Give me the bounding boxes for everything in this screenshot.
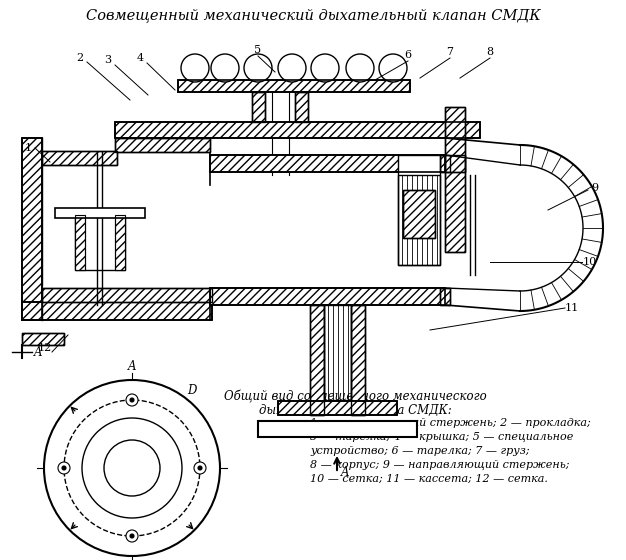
- Text: 12: 12: [38, 343, 52, 353]
- Circle shape: [211, 54, 239, 82]
- Text: A: A: [128, 360, 136, 373]
- Text: 2: 2: [76, 53, 83, 63]
- Bar: [42, 151, 117, 165]
- Text: A: A: [341, 465, 349, 478]
- Bar: [42, 288, 212, 302]
- Circle shape: [104, 440, 160, 496]
- Bar: [398, 175, 440, 265]
- Bar: [295, 92, 308, 122]
- Bar: [115, 138, 210, 152]
- Circle shape: [130, 534, 134, 538]
- Circle shape: [278, 54, 306, 82]
- Bar: [75, 215, 85, 270]
- Bar: [115, 138, 210, 152]
- Bar: [210, 155, 445, 172]
- Circle shape: [82, 418, 182, 518]
- Text: Совмещенный механический дыхательный клапан СМДК: Совмещенный механический дыхательный кла…: [86, 8, 540, 22]
- Circle shape: [181, 54, 209, 82]
- Bar: [258, 421, 417, 437]
- Text: D: D: [187, 384, 197, 396]
- Bar: [75, 215, 125, 270]
- Bar: [351, 305, 365, 415]
- Text: J: J: [182, 407, 187, 419]
- Bar: [210, 155, 445, 172]
- Bar: [115, 215, 125, 270]
- Text: 9: 9: [592, 183, 598, 193]
- Text: 4: 4: [136, 53, 143, 63]
- Text: A: A: [34, 346, 43, 358]
- Bar: [115, 122, 480, 138]
- Bar: [252, 92, 265, 122]
- Bar: [252, 92, 265, 122]
- Circle shape: [194, 462, 206, 474]
- Bar: [310, 305, 324, 415]
- Circle shape: [379, 54, 407, 82]
- Bar: [22, 302, 212, 320]
- Text: 1: 1: [24, 143, 31, 153]
- Circle shape: [244, 54, 272, 82]
- Circle shape: [130, 398, 134, 402]
- Text: дыхательного клапана СМДК:: дыхательного клапана СМДК:: [259, 404, 451, 417]
- Bar: [440, 288, 450, 305]
- Bar: [445, 107, 465, 172]
- Circle shape: [198, 466, 202, 470]
- Bar: [22, 138, 42, 320]
- Bar: [178, 80, 410, 92]
- Bar: [22, 302, 212, 320]
- Bar: [178, 80, 410, 92]
- Bar: [445, 155, 465, 252]
- Bar: [210, 288, 445, 305]
- Bar: [278, 401, 397, 415]
- Bar: [55, 208, 145, 218]
- Text: 3: 3: [105, 55, 111, 65]
- Bar: [440, 155, 450, 172]
- Text: 7: 7: [446, 47, 453, 57]
- Bar: [278, 401, 397, 415]
- Bar: [75, 215, 85, 270]
- Bar: [445, 107, 465, 172]
- Bar: [398, 155, 440, 265]
- Bar: [115, 122, 480, 138]
- Bar: [22, 138, 42, 320]
- Text: 5: 5: [254, 45, 262, 55]
- Bar: [445, 155, 465, 252]
- Text: Общий вид совмещенного механического: Общий вид совмещенного механического: [223, 390, 486, 403]
- Bar: [22, 333, 64, 345]
- Circle shape: [62, 466, 66, 470]
- Text: 3 — тарелка; 4 — крышка; 5 — специальное: 3 — тарелка; 4 — крышка; 5 — специальное: [310, 432, 573, 442]
- Circle shape: [346, 54, 374, 82]
- Circle shape: [126, 394, 138, 406]
- Circle shape: [311, 54, 339, 82]
- Bar: [403, 190, 435, 238]
- Bar: [403, 190, 435, 238]
- Bar: [310, 305, 324, 415]
- Circle shape: [58, 462, 70, 474]
- Text: 10: 10: [583, 257, 597, 267]
- Bar: [42, 151, 117, 165]
- Bar: [115, 215, 125, 270]
- Bar: [295, 92, 308, 122]
- Circle shape: [126, 530, 138, 542]
- Text: 10 — сетка; 11 — кассета; 12 — сетка.: 10 — сетка; 11 — кассета; 12 — сетка.: [310, 474, 548, 484]
- Bar: [440, 288, 450, 305]
- Text: 1 — направляющий стержень; 2 — прокладка;: 1 — направляющий стержень; 2 — прокладка…: [310, 418, 591, 428]
- Circle shape: [44, 380, 220, 556]
- Bar: [351, 305, 365, 415]
- Bar: [210, 288, 445, 305]
- Bar: [324, 305, 351, 400]
- Text: 8: 8: [486, 47, 493, 57]
- Bar: [42, 288, 212, 302]
- Text: 11: 11: [565, 303, 579, 313]
- Text: устройство; 6 — тарелка; 7 — груз;: устройство; 6 — тарелка; 7 — груз;: [310, 446, 530, 456]
- Text: 6: 6: [404, 50, 411, 60]
- Bar: [440, 155, 450, 172]
- Bar: [22, 333, 64, 345]
- Text: 8 — корпус; 9 — направляющий стержень;: 8 — корпус; 9 — направляющий стержень;: [310, 460, 570, 470]
